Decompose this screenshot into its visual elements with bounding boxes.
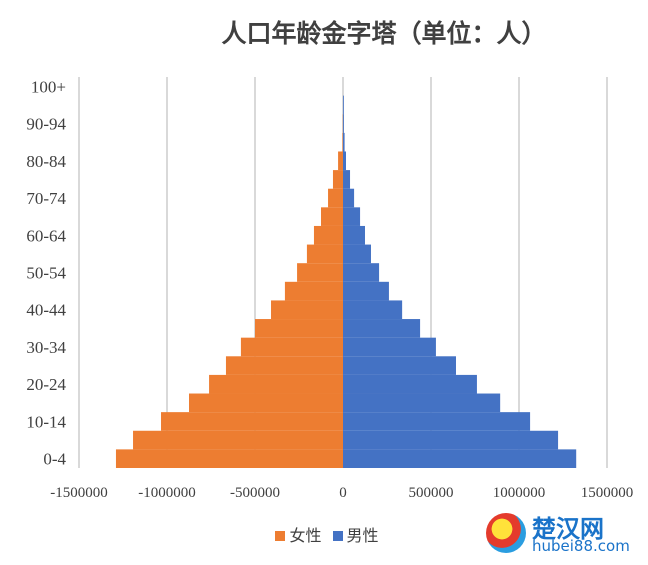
x-tick-label: -1000000 xyxy=(138,485,196,501)
bar-female xyxy=(321,207,343,226)
bar-male xyxy=(343,337,436,357)
bar-male xyxy=(343,412,531,431)
bar-male xyxy=(343,281,389,301)
bar-female xyxy=(240,337,343,357)
legend: 女性 男性 xyxy=(0,522,648,546)
bar-male xyxy=(343,263,380,282)
bar-male xyxy=(343,374,477,394)
y-tick-label: 40-44 xyxy=(26,301,66,320)
bar-male xyxy=(343,393,501,413)
bar-male xyxy=(343,207,361,226)
x-tick-label: 0 xyxy=(339,485,347,501)
y-tick-label: 50-54 xyxy=(26,264,66,283)
bar-female xyxy=(189,393,343,413)
bar-male xyxy=(343,170,351,189)
bar-male xyxy=(343,319,421,338)
legend-swatch-male xyxy=(332,531,343,541)
bar-female xyxy=(284,281,343,301)
bar-male xyxy=(343,114,344,133)
chart-title: 人口年龄金字塔（单位：人） xyxy=(221,19,547,48)
bar-female xyxy=(115,449,344,468)
y-tick-label: 100+ xyxy=(31,77,66,96)
bar-male xyxy=(343,151,346,171)
watermark-domain: hubei88.com xyxy=(532,537,630,555)
bar-female xyxy=(342,132,344,152)
bar-female xyxy=(297,263,343,282)
bar-male xyxy=(343,95,344,115)
bar-female xyxy=(313,225,343,245)
x-tick-label: -500000 xyxy=(230,485,280,501)
logo-icon xyxy=(486,513,526,553)
legend-label-female: 女性 xyxy=(289,526,322,545)
bar-male xyxy=(343,356,456,375)
y-tick-label: 0-4 xyxy=(43,450,66,469)
bar-female xyxy=(209,374,343,394)
bar-female xyxy=(271,300,343,320)
watermark-logo: 楚汉网 hubei88.com xyxy=(480,509,640,559)
bar-male xyxy=(343,225,365,245)
bar-male xyxy=(343,449,577,468)
y-tick-label: 20-24 xyxy=(26,375,66,394)
y-tick-label: 60-64 xyxy=(26,226,66,245)
bar-female xyxy=(332,170,343,189)
y-tick-label: 10-14 xyxy=(26,412,66,431)
y-tick-label: 80-84 xyxy=(26,152,66,171)
y-tick-label: 70-74 xyxy=(26,189,66,208)
bar-female xyxy=(225,356,343,375)
bar-female xyxy=(306,244,343,264)
x-tick-label: 1500000 xyxy=(581,485,634,501)
bar-male xyxy=(343,300,403,320)
bar-female xyxy=(161,412,343,431)
x-tick-label: 500000 xyxy=(409,485,454,501)
bar-female xyxy=(133,430,343,450)
bar-male xyxy=(343,430,559,450)
bar-male xyxy=(343,132,345,152)
bar-male xyxy=(343,188,355,208)
bar-female xyxy=(255,319,343,338)
x-tick-label: -1500000 xyxy=(50,485,108,501)
watermark-name: 楚汉网 xyxy=(532,515,604,543)
bar-female xyxy=(328,188,343,208)
bar-male xyxy=(343,244,371,264)
y-tick-label: 90-94 xyxy=(26,115,66,134)
y-tick-label: 30-34 xyxy=(26,338,66,357)
bar-female xyxy=(338,151,343,171)
x-tick-label: 1000000 xyxy=(493,485,546,501)
legend-swatch-female xyxy=(275,531,286,541)
legend-label-male: 男性 xyxy=(346,526,379,545)
